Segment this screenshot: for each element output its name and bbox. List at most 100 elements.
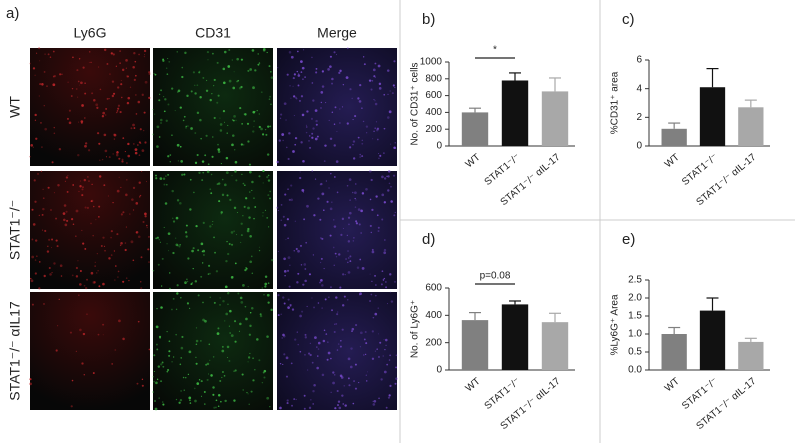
cell-dot [46, 85, 48, 88]
cell-dot [269, 190, 272, 193]
cell-dot [77, 260, 79, 262]
cell-dot [302, 159, 305, 163]
cell-dot [336, 191, 339, 194]
cell-dot [202, 318, 205, 322]
cell-dot [30, 144, 34, 147]
cell-dot [160, 380, 163, 383]
cell-dot [216, 101, 219, 104]
cell-dot [126, 179, 128, 181]
cell-dot [226, 240, 228, 243]
cell-dot [303, 407, 306, 410]
cell-dot [34, 113, 37, 117]
cell-dot [276, 160, 279, 164]
cell-dot [195, 225, 198, 228]
cell-dot [294, 143, 297, 146]
cell-dot [371, 280, 373, 282]
cell-dot [109, 73, 111, 75]
cell-dot [390, 200, 393, 203]
cell-dot [158, 99, 161, 102]
cell-dot [187, 257, 190, 260]
cell-dot [46, 250, 50, 253]
cell-dot [395, 366, 398, 369]
cell-dot [165, 175, 167, 177]
cell-dot [341, 328, 344, 331]
cell-dot [269, 95, 272, 98]
cell-dot [220, 213, 222, 215]
cell-dot [289, 303, 292, 307]
cell-dot [48, 238, 51, 241]
cell-dot [125, 226, 127, 228]
cell-dot [386, 116, 390, 119]
cell-dot [316, 135, 319, 138]
cell-dot [260, 91, 263, 93]
cell-dot [224, 183, 227, 187]
cell-dot [312, 390, 315, 393]
cell-dot [288, 51, 292, 54]
cell-dot [215, 406, 217, 409]
cell-dot [38, 214, 40, 216]
cell-dot [293, 73, 296, 76]
cell-dot [312, 99, 315, 102]
row-label: STAT1⁻/⁻ αIL17 [7, 301, 23, 401]
cell-dot [374, 100, 376, 102]
cell-dot [68, 121, 72, 125]
cell-dot [226, 194, 229, 197]
cell-dot [155, 177, 158, 180]
cell-dot [298, 99, 301, 102]
cell-dot [158, 397, 160, 399]
cell-dot [169, 287, 171, 290]
cell-dot [121, 96, 123, 99]
cell-dot [77, 80, 80, 83]
cell-dot [351, 97, 353, 100]
cell-dot [117, 86, 120, 89]
cell-dot [217, 394, 221, 397]
cell-dot [321, 373, 325, 377]
cell-dot [373, 400, 377, 403]
cell-dot [354, 197, 356, 200]
cell-dot [172, 297, 175, 300]
cell-dot [277, 67, 279, 69]
cell-dot [198, 171, 201, 174]
cell-dot [239, 322, 242, 326]
cell-dot [200, 275, 203, 278]
cell-dot [200, 380, 203, 383]
cell-dot [383, 251, 387, 255]
cell-dot [264, 285, 267, 288]
cell-dot [338, 253, 341, 256]
cell-dot [320, 107, 322, 109]
cell-dot [339, 374, 343, 378]
cell-dot [80, 81, 83, 85]
cell-dot [111, 363, 114, 365]
cell-dot [326, 200, 329, 203]
cell-dot [262, 212, 264, 214]
cell-dot [159, 118, 163, 122]
cell-dot [336, 403, 340, 407]
cell-dot [280, 219, 283, 222]
cell-dot [249, 191, 251, 193]
cell-dot [394, 142, 396, 144]
cell-dot [321, 192, 325, 196]
cell-dot [84, 142, 88, 145]
cell-dot [72, 223, 75, 226]
cell-dot [210, 192, 213, 195]
cell-dot [146, 226, 148, 229]
cell-dot [34, 259, 37, 261]
micrograph [30, 292, 150, 410]
cell-dot [221, 376, 223, 379]
cell-dot [95, 272, 98, 274]
significance-label: p=0.08 [480, 271, 511, 282]
cell-dot [208, 343, 211, 346]
cell-dot [375, 121, 378, 123]
cell-dot [30, 277, 32, 280]
cell-dot [219, 117, 221, 119]
cell-dot [331, 82, 333, 85]
cell-dot [309, 342, 312, 345]
cell-dot [336, 130, 338, 132]
cell-dot [264, 282, 268, 286]
cell-dot [75, 266, 79, 270]
cell-dot [389, 273, 392, 276]
cell-dot [276, 206, 279, 209]
cell-dot [212, 393, 215, 396]
cell-dot [258, 175, 261, 178]
cell-dot [300, 95, 304, 98]
